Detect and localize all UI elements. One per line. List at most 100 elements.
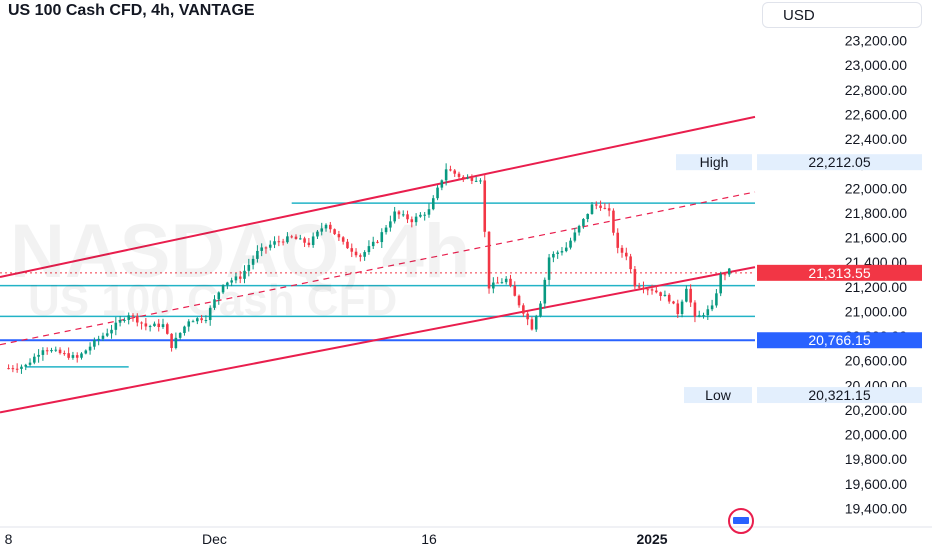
candle-body — [625, 252, 628, 257]
low-value-bg — [757, 387, 922, 404]
toolbar-logo-icon[interactable] — [728, 508, 754, 534]
candle-body — [200, 318, 203, 321]
candle-body — [118, 320, 122, 323]
candle-body — [24, 364, 28, 367]
candle-body — [380, 232, 384, 243]
candle-body — [371, 241, 375, 247]
candle-body — [183, 326, 186, 334]
candle-body — [680, 301, 684, 315]
low-label-bg — [684, 387, 752, 404]
y-tick-label: 21,600.00 — [845, 230, 907, 246]
candle-body — [247, 264, 251, 271]
toolbar-logo-icon-inner — [733, 517, 749, 524]
candle-body — [637, 286, 641, 288]
y-tick-label: 22,400.00 — [845, 131, 907, 147]
candle-body — [586, 213, 589, 220]
candle-body — [45, 350, 49, 352]
candle-body — [135, 315, 139, 323]
candle-body — [170, 333, 173, 348]
candle-body — [230, 280, 233, 283]
candle-body — [367, 246, 371, 253]
watermark-line2: US 100 Cash CFD — [28, 276, 398, 325]
candle-body — [238, 276, 242, 279]
low-value: 20,321.15 — [808, 387, 870, 403]
y-tick-label: 23,200.00 — [845, 33, 907, 49]
currency-selector[interactable]: USD — [762, 2, 922, 28]
candle-body — [560, 251, 564, 253]
candle-body — [607, 208, 611, 211]
candle-body — [470, 177, 474, 181]
channel-lower-line[interactable] — [0, 266, 756, 414]
last-price-badge-bg — [757, 264, 922, 281]
candle-body — [397, 211, 401, 215]
candle-body — [350, 248, 354, 252]
high-label: High — [700, 154, 729, 170]
channel-upper-line[interactable] — [0, 115, 756, 278]
y-tick-label: 20,000.00 — [845, 427, 907, 443]
candle-body — [633, 269, 637, 287]
y-tick-label: 23,000.00 — [845, 57, 907, 73]
candle-body — [719, 274, 722, 294]
candle-body — [616, 232, 620, 248]
candle-body — [251, 258, 255, 265]
candle-body — [582, 219, 585, 226]
candle-body — [58, 349, 62, 354]
candle-body — [226, 282, 229, 286]
candle-body — [50, 350, 53, 352]
candle-body — [268, 244, 272, 248]
candle-body — [389, 221, 392, 228]
candle-body — [603, 207, 607, 209]
candle-body — [140, 322, 143, 324]
candle-body — [474, 180, 478, 182]
low-label: Low — [705, 387, 732, 403]
candle-body — [127, 315, 130, 320]
channel-mid-line[interactable] — [0, 191, 756, 346]
candle-body — [204, 320, 208, 322]
candle-body — [659, 292, 662, 297]
candle-body — [479, 180, 482, 182]
candle-body — [449, 169, 452, 171]
y-tick-label: 21,000.00 — [845, 303, 907, 319]
symbol-title[interactable]: US 100 Cash CFD, 4h, VANTAGE — [8, 2, 255, 19]
candle-body — [543, 279, 547, 304]
candle-body — [552, 253, 555, 258]
candle-body — [431, 198, 435, 210]
candle-body — [80, 353, 83, 358]
candle-body — [569, 240, 572, 248]
candle-body — [573, 232, 577, 241]
candle-body — [33, 356, 36, 363]
candle-body — [153, 323, 156, 327]
candle-body — [496, 282, 499, 284]
candle-body — [354, 251, 358, 256]
candle-body — [393, 211, 396, 222]
candle-body — [208, 307, 212, 321]
y-tick-label: 21,800.00 — [845, 205, 907, 221]
x-tick-label: 2025 — [636, 531, 667, 547]
x-tick-label: 16 — [421, 531, 437, 547]
candle-body — [723, 274, 727, 276]
candle-body — [37, 354, 40, 357]
candle-body — [110, 329, 113, 334]
candle-body — [213, 299, 216, 308]
candle-body — [174, 337, 178, 348]
candle-body — [646, 289, 650, 291]
candle-body — [517, 295, 521, 306]
candle-body — [500, 282, 504, 284]
candle-body — [594, 204, 598, 206]
candle-body — [63, 353, 66, 355]
candle-body — [114, 322, 118, 330]
y-tick-label: 21,200.00 — [845, 279, 907, 295]
candle-body — [466, 177, 469, 179]
candle-body — [414, 216, 418, 223]
candle-body — [15, 368, 19, 370]
candle-body — [629, 256, 632, 270]
candle-body — [187, 321, 191, 327]
candle-body — [148, 326, 152, 328]
candle-body — [144, 323, 148, 327]
candle-body — [457, 173, 461, 177]
candle-body — [84, 350, 88, 354]
candle-body — [97, 338, 100, 340]
candle-body — [650, 289, 654, 291]
candle-body — [161, 324, 165, 328]
